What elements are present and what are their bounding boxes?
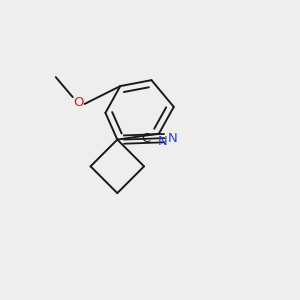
Text: O: O [73,96,83,109]
Text: N: N [167,132,177,145]
Text: C: C [141,132,150,145]
Text: N: N [158,135,167,148]
